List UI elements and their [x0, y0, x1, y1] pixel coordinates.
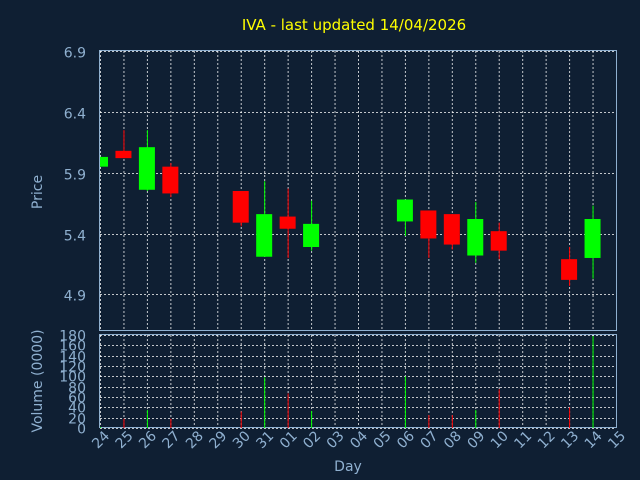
volume-tick-label: 100 — [59, 370, 86, 386]
candle-body — [232, 191, 249, 223]
candle-body — [443, 214, 460, 245]
x-tick-label: 24 — [89, 428, 113, 452]
price-tick-label: 4.9 — [64, 289, 86, 305]
x-tick-label: 08 — [441, 428, 465, 452]
x-tick-label: 02 — [300, 428, 324, 452]
x-tick-label: 05 — [371, 428, 395, 452]
x-axis-label: Day — [334, 459, 362, 475]
candle-body — [303, 223, 320, 247]
x-tick-label: 29 — [206, 428, 230, 452]
candle-body — [561, 259, 578, 280]
candle-body — [467, 219, 484, 256]
candle-body — [115, 150, 132, 159]
x-tick-label: 28 — [183, 428, 207, 452]
volume-bars — [100, 336, 594, 428]
x-tick-label: 27 — [160, 428, 184, 452]
candle-body — [584, 219, 601, 258]
price-y-tick-labels: 6.9 6.4 5.9 5.4 4.9 — [64, 46, 86, 305]
x-tick-label: 07 — [418, 428, 442, 452]
volume-tick-label: 20 — [68, 412, 86, 428]
x-tick-label: 11 — [511, 428, 535, 452]
x-tick-label: 15 — [605, 428, 629, 452]
x-tick-labels: 24 25 26 27 28 29 30 31 01 02 03 04 05 06 07 08 09 10 11 12… — [89, 428, 629, 452]
volume-tick-label: 140 — [59, 350, 86, 366]
volume-tick-label: 180 — [59, 329, 86, 345]
x-tick-label: 14 — [582, 428, 606, 452]
x-tick-label: 04 — [347, 428, 371, 452]
price-tick-label: 5.9 — [64, 168, 86, 184]
candles — [100, 130, 601, 286]
price-tick-label: 5.4 — [64, 229, 86, 245]
volume-tick-label: 120 — [59, 360, 86, 376]
candle-body — [420, 210, 437, 239]
price-tick-label: 6.4 — [64, 107, 86, 123]
price-axis-label: Price — [30, 175, 46, 209]
price-plot-frame — [99, 50, 617, 331]
x-tick-label: 26 — [136, 428, 160, 452]
candle-body — [138, 147, 155, 190]
volume-gridlines — [100, 335, 617, 429]
candle-body — [396, 199, 413, 222]
x-tick-label: 09 — [464, 428, 488, 452]
volume-tick-label: 80 — [68, 381, 86, 397]
candle-body — [279, 216, 296, 229]
x-tick-label: 12 — [535, 428, 559, 452]
volume-tick-label: 60 — [68, 391, 86, 407]
candle-body — [256, 214, 273, 257]
chart-title: IVA - last updated 14/04/2026 — [242, 16, 466, 34]
price-tick-label: 6.9 — [64, 46, 86, 62]
volume-axis-label: Volume (0000) — [30, 329, 46, 432]
x-tick-label: 10 — [488, 428, 512, 452]
volume-tick-label: 40 — [68, 401, 86, 417]
candle-body — [100, 156, 108, 167]
volume-tick-label: 0 — [77, 422, 86, 438]
x-tick-label: 01 — [277, 428, 301, 452]
x-tick-label: 25 — [113, 428, 137, 452]
candle-body — [162, 166, 179, 194]
volume-tick-label: 160 — [59, 339, 86, 355]
x-tick-label: 06 — [394, 428, 418, 452]
volume-plot-frame — [99, 334, 617, 428]
x-tick-label: 31 — [253, 428, 277, 452]
x-tick-label: 03 — [324, 428, 348, 452]
x-tick-label: 30 — [230, 428, 254, 452]
x-tick-label: 13 — [558, 428, 582, 452]
candle-body — [490, 231, 507, 251]
